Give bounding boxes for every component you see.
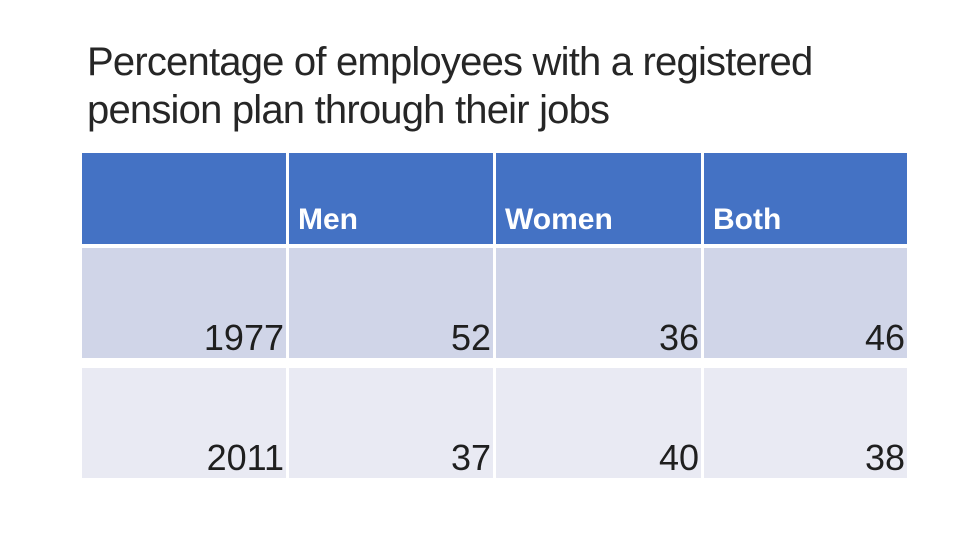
year-cell-2011: 2011	[82, 368, 286, 478]
value-cell-2011-men: 37	[289, 368, 493, 478]
table-row-2011: 2011 37 40 38	[82, 368, 907, 478]
value-cell-1977-men: 52	[289, 248, 493, 358]
slide-title: Percentage of employees with a registere…	[87, 38, 813, 134]
value-cell-2011-women: 40	[496, 368, 701, 478]
value-cell-1977-both: 46	[704, 248, 907, 358]
header-cell-women: Women	[496, 153, 701, 244]
pension-data-table: Men Women Both 1977 52 36 46 2011 37 40 …	[82, 153, 907, 478]
slide-title-line-1: Percentage of employees with a registere…	[87, 40, 813, 84]
header-cell-men: Men	[289, 153, 493, 244]
header-cell-empty	[82, 153, 286, 244]
table-row-1977: 1977 52 36 46	[82, 248, 907, 358]
header-cell-both: Both	[704, 153, 907, 244]
value-cell-1977-women: 36	[496, 248, 701, 358]
slide-title-line-2: pension plan through their jobs	[87, 88, 610, 132]
year-cell-1977: 1977	[82, 248, 286, 358]
table-header-row: Men Women Both	[82, 153, 907, 244]
value-cell-2011-both: 38	[704, 368, 907, 478]
